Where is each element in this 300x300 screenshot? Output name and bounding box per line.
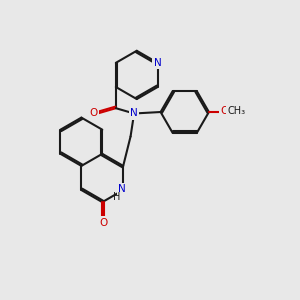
- Text: CH₃: CH₃: [228, 106, 246, 116]
- Text: O: O: [90, 109, 98, 118]
- Text: N: N: [118, 184, 126, 194]
- Text: O: O: [220, 106, 228, 116]
- Text: O: O: [100, 218, 108, 228]
- Text: N: N: [154, 58, 161, 68]
- Text: N: N: [130, 109, 138, 118]
- Text: H: H: [113, 192, 120, 203]
